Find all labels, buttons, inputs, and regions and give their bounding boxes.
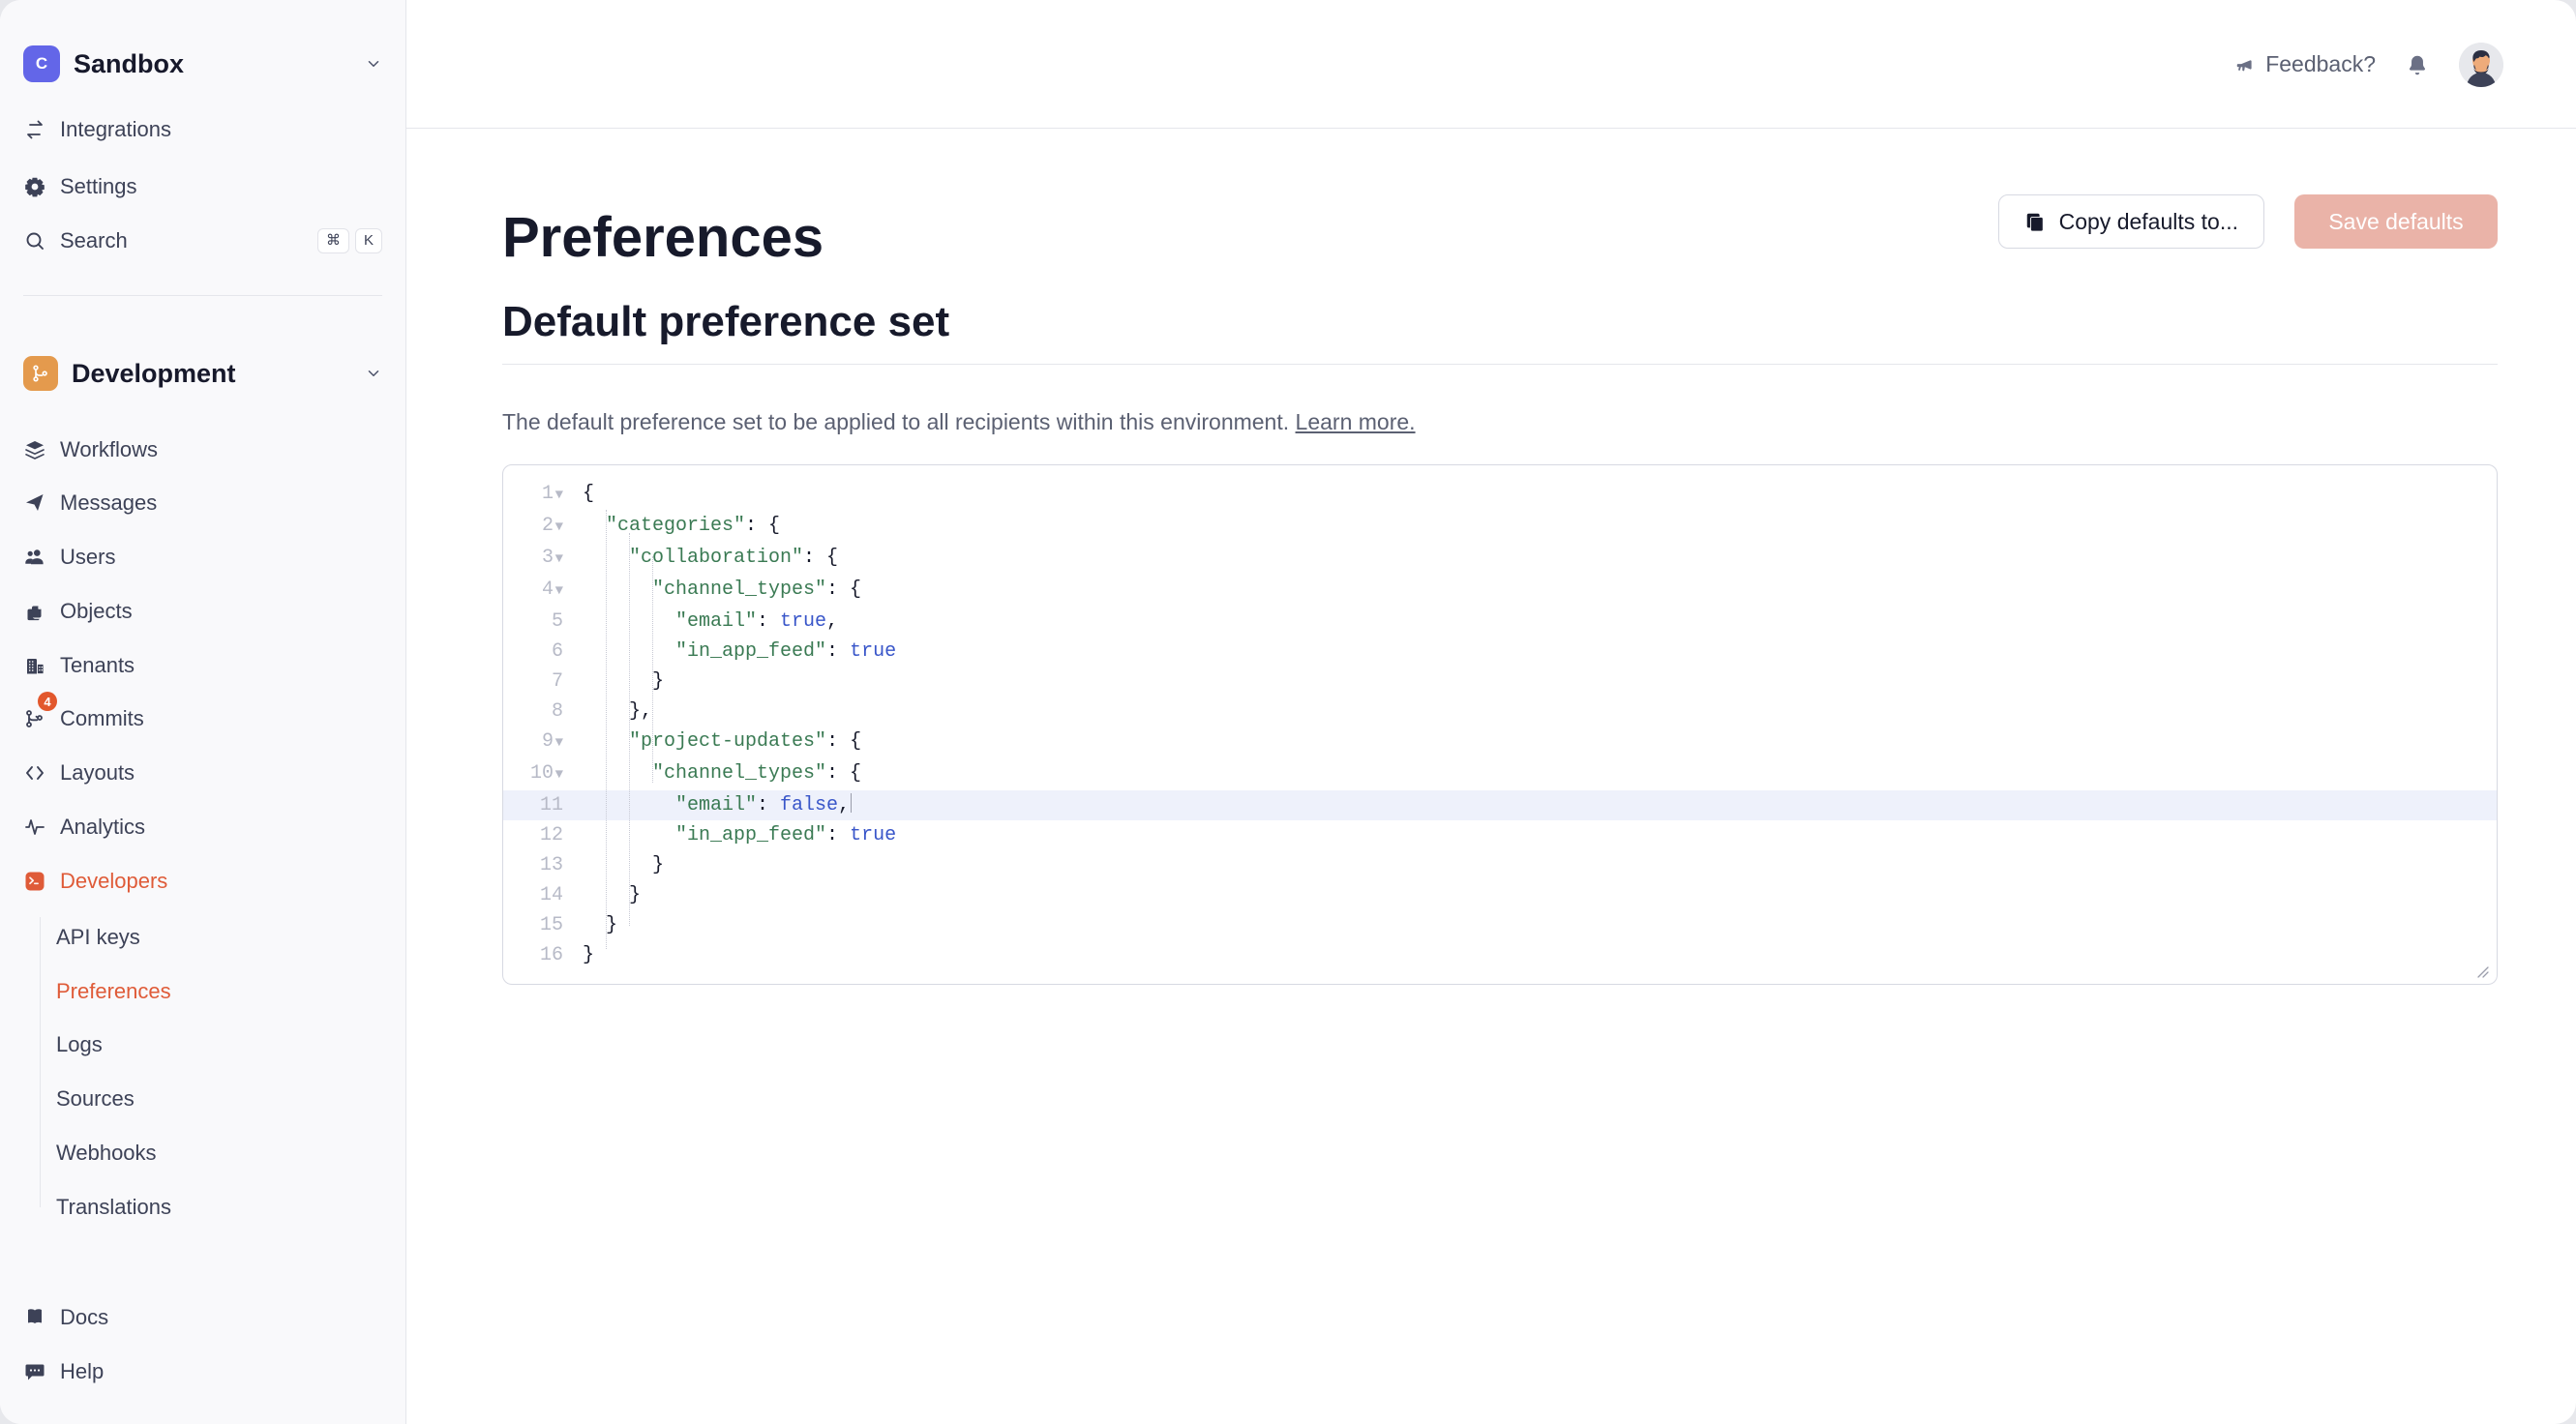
svg-text:C: C <box>36 54 47 73</box>
